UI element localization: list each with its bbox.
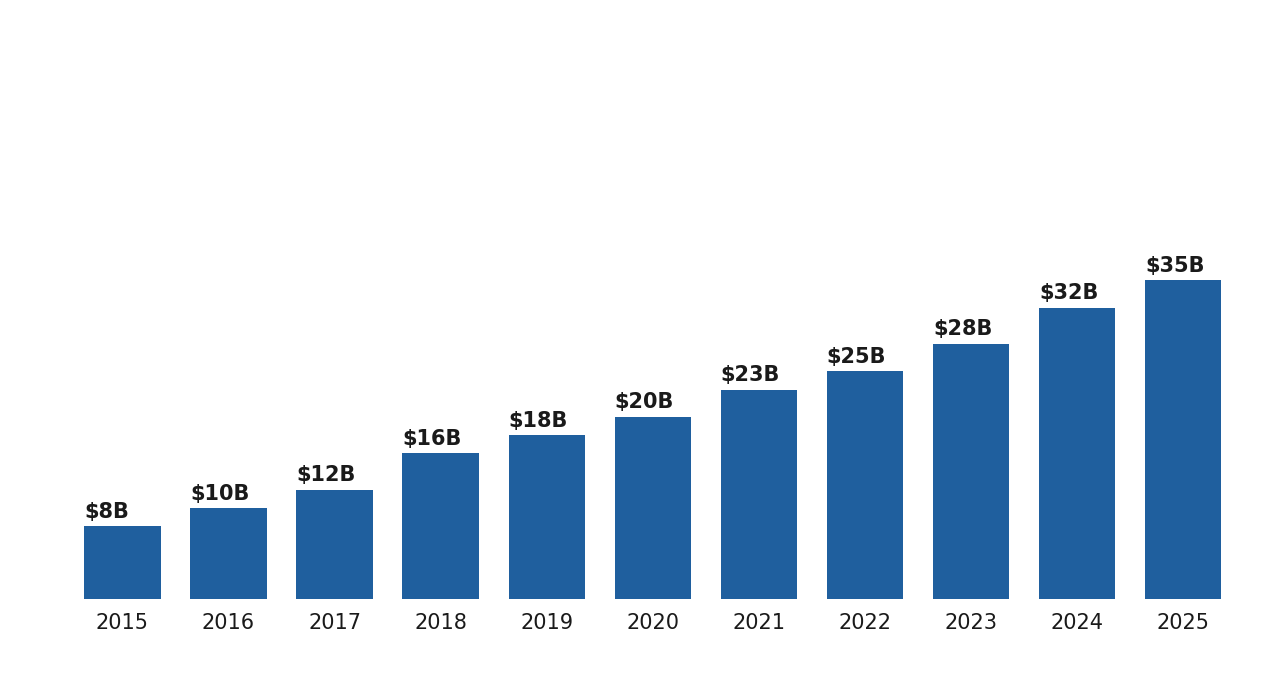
Text: $20B: $20B xyxy=(614,392,675,413)
Bar xyxy=(297,490,372,599)
Bar xyxy=(84,526,160,599)
Bar xyxy=(191,508,266,599)
Text: $16B: $16B xyxy=(402,429,462,449)
Text: $23B: $23B xyxy=(721,365,780,385)
Bar xyxy=(508,435,585,599)
Text: $28B: $28B xyxy=(933,319,992,339)
Text: $18B: $18B xyxy=(508,411,568,430)
Text: $10B: $10B xyxy=(191,484,250,503)
Bar xyxy=(1146,280,1221,599)
Bar xyxy=(827,371,904,599)
Text: $35B: $35B xyxy=(1146,255,1204,276)
Bar xyxy=(614,417,691,599)
Bar xyxy=(402,454,479,599)
Bar xyxy=(721,390,797,599)
Text: $32B: $32B xyxy=(1039,283,1098,303)
Text: $8B: $8B xyxy=(84,502,129,522)
Bar xyxy=(1039,308,1115,599)
Text: $12B: $12B xyxy=(297,465,356,486)
Text: $25B: $25B xyxy=(827,347,886,367)
Bar xyxy=(933,344,1009,599)
